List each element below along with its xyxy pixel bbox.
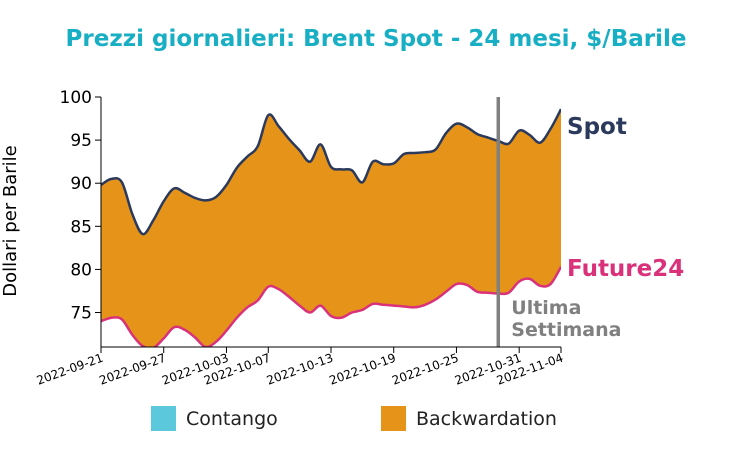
y-axis: 75 80 85 90 95 100 [60,88,102,347]
x-tick-label: 2022-09-21 [35,351,105,388]
legend-label-backwardation: Backwardation [416,408,557,430]
legend-swatch-contango [151,406,176,431]
chart-title: Prezzi giornalieri: Brent Spot - 24 mesi… [66,26,687,52]
y-tick-label: 100 [60,88,92,108]
backwardation-area [101,109,561,347]
ultima-settimana-label: Ultima Settimana [511,297,621,341]
y-tick-label: 80 [70,260,92,280]
y-axis-label: Dollari per Barile [0,145,21,297]
future24-line [101,266,561,347]
annotation-line: Ultima [511,297,581,319]
y-tick-label: 75 [70,304,92,324]
series-labels: Spot Future24 Ultima Settimana [511,114,684,341]
x-tick-label: 2022-10-25 [390,351,460,388]
x-axis: 2022-09-212022-09-272022-10-032022-10-07… [35,346,565,388]
x-tick-label: 2022-09-27 [97,351,167,388]
annotation-line: Settimana [511,319,621,341]
x-tick-label: 2022-10-13 [265,351,335,388]
legend: Contango Backwardation [151,406,557,431]
spot-line [101,108,561,236]
y-tick-label: 90 [70,174,92,194]
x-tick-label: 2022-10-19 [327,351,397,388]
plot-area [101,97,561,347]
future24-label: Future24 [567,256,684,282]
legend-swatch-backwardation [381,406,406,431]
spot-label: Spot [567,114,627,140]
y-tick-label: 85 [70,217,92,237]
legend-label-contango: Contango [186,408,278,430]
y-tick-label: 95 [70,131,92,151]
